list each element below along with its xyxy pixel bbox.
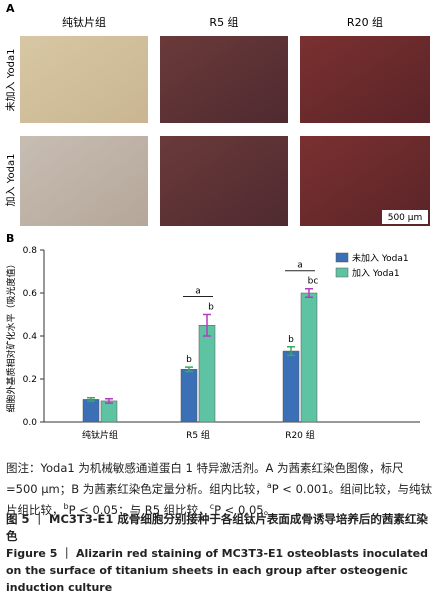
error-bar [87,396,95,402]
x-tick-label: R5 组 [186,429,210,441]
legend-label: 加入 Yoda1 [352,268,400,279]
note-text: P < 0.001。组间比较，与纯钛片组比较， [6,481,433,517]
x-tick-label: 纯钛片组 [82,429,118,441]
bracket-label: a [297,261,303,271]
y-axis-label: 细胞外基质相对矿化水平（吸光度值） [5,259,17,412]
superscript: c [209,501,215,511]
error-bar [287,346,295,357]
note-text: P < 0.05。 [214,502,276,517]
micrograph [160,136,288,226]
bracket-label: a [195,287,201,297]
x-tick-label: R20 组 [285,429,315,441]
scale-label: 500 μm [388,213,423,223]
bar [82,399,100,423]
row-label: 加入 Yoda1 [5,154,17,207]
superscript: a [266,481,272,490]
column-header: R20 组 [347,15,383,29]
figure: A 纯钛片组 R5 组 R20 组 未加入 Yoda1 加入 Yoda1 500… [5,2,430,441]
caption-title-en: Figure 5 ｜ Alizarin red staining of MC3T… [6,547,428,594]
panel-label: B [6,232,14,245]
bar [100,400,118,423]
note-text: P < 0.05；与 R5 组比较， [68,502,210,517]
error-bar [105,398,113,404]
panel-label: A [6,2,15,15]
y-tick-label: 0.4 [23,332,38,342]
legend-swatch [335,252,349,263]
column-header: 纯钛片组 [62,15,106,29]
bar [300,292,318,423]
bar [180,369,198,423]
legend-label: 未加入 Yoda1 [352,252,409,264]
note-text: 图注：Yoda1 为机械敏感通道蛋白 1 特异激活剂。A 为茜素红染色图像，标尺… [6,461,404,496]
legend-swatch [335,267,349,278]
significance-mark: b [186,355,192,365]
superscript: b [63,501,69,511]
significance-mark: bc [308,277,319,287]
y-tick-label: 0.2 [23,375,37,385]
row-label: 未加入 Yoda1 [5,49,17,112]
error-bar [203,313,211,337]
error-bar [305,287,313,299]
y-tick-label: 0.0 [23,418,38,428]
y-tick-label: 0.8 [23,246,38,256]
scale-box [382,210,428,224]
significance-mark: b [288,335,294,345]
micrograph [20,36,148,123]
bar [198,325,216,423]
y-tick-label: 0.6 [23,289,38,299]
micrograph [160,36,288,123]
micrograph [300,36,430,123]
caption-title-cn: 图 5 ｜ MC3T3-E1 成骨细胞分别接种于各组钛片表面成骨诱导培养后的茜素… [6,512,428,543]
significance-mark: b [208,303,214,313]
error-bar [185,366,193,373]
caption-note: 图注：Yoda1 为机械敏感通道蛋白 1 特异激活剂。A 为茜素红染色图像，标尺… [6,460,438,519]
bar [282,350,300,423]
micrograph [20,136,148,226]
column-header: R5 组 [209,15,238,29]
